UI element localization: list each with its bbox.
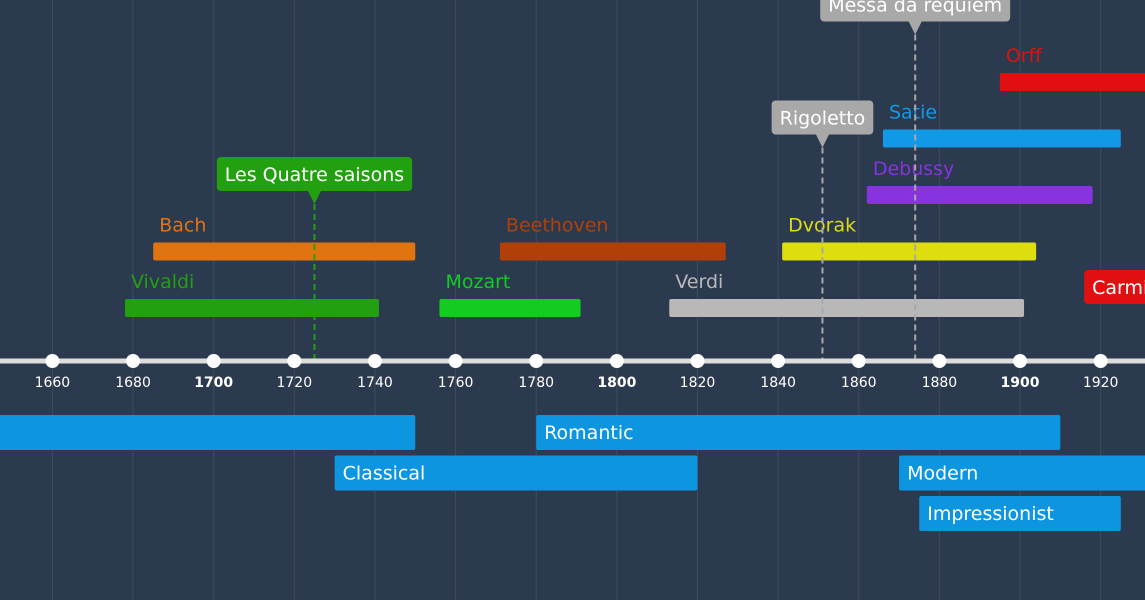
milestone-pointer [815, 133, 830, 148]
event-bar [866, 186, 1093, 204]
axis-tick [206, 354, 221, 368]
x-tick-label: 1860 [841, 375, 877, 391]
event-bar [669, 299, 1025, 317]
x-tick-label: 1720 [276, 375, 312, 391]
period-bar [334, 455, 698, 491]
axis-tick [529, 354, 544, 368]
period-bar [919, 496, 1121, 531]
x-tick-label: 1740 [357, 375, 393, 391]
milestone: Carmina Burana [1084, 270, 1145, 304]
period-label: Impressionist [927, 503, 1054, 525]
milestone-pointer [307, 190, 322, 204]
axis-tick [609, 354, 624, 368]
period-bar [536, 415, 1061, 450]
event-bar [153, 242, 416, 261]
milestone-box [771, 100, 874, 135]
x-tick-label: 1660 [35, 375, 71, 391]
event-bar [499, 242, 726, 261]
milestone-pointer [908, 20, 923, 35]
axis-tick [367, 354, 382, 368]
axis-tick [771, 354, 786, 368]
event-bar [439, 299, 581, 317]
milestone-box [1084, 270, 1145, 304]
event-label: Mozart [445, 271, 510, 293]
event-bar [124, 299, 379, 317]
axis-tick [126, 354, 141, 368]
axis-tick [448, 354, 463, 368]
milestone-box [216, 157, 413, 191]
x-tick-label: 1700 [194, 375, 233, 391]
event-label: Satie [889, 102, 937, 124]
event-label: Verdi [675, 271, 723, 293]
x-tick-label: 1760 [438, 375, 474, 391]
event-bar [782, 242, 1037, 261]
x-tick-label: 1880 [922, 375, 958, 391]
x-tick-label: 1780 [518, 375, 554, 391]
event-label: Debussy [873, 158, 954, 180]
milestone-label: Carmina Burana [1092, 277, 1145, 299]
marks-layer [124, 73, 1145, 317]
milestone-label: Rigoletto [780, 108, 866, 130]
axis-tick [690, 354, 705, 368]
event-label: Vivaldi [131, 271, 194, 293]
axis-tick [1093, 354, 1108, 368]
milestone-label: Messa da requiem [828, 0, 1002, 17]
event-bar [882, 129, 1121, 148]
x-tick-label: 1920 [1083, 375, 1119, 391]
milestone: Messa da requiem [820, 0, 1011, 361]
period-label: Classical [343, 463, 426, 485]
period-label: Modern [907, 463, 978, 485]
axis-tick [1013, 354, 1028, 368]
x-tick-label: 1820 [680, 375, 716, 391]
axis-tick [287, 354, 302, 368]
milestone-label: Les Quatre saisons [225, 164, 404, 186]
period-label: Romantic [544, 422, 633, 444]
axis-tick [851, 354, 866, 368]
event-label: Beethoven [506, 215, 609, 237]
axis-tick [45, 354, 60, 368]
period-bar [899, 455, 1145, 491]
x-tick-label: 1680 [115, 375, 151, 391]
x-tick-label: 1900 [1001, 375, 1040, 391]
event-label: Dvorak [788, 215, 856, 237]
milestone: Les Quatre saisons [216, 157, 413, 361]
period-bar [0, 415, 416, 450]
milestone-box [820, 0, 1011, 22]
event-bar [999, 73, 1145, 91]
x-tick-label: 1840 [760, 375, 796, 391]
milestone: Rigoletto [771, 100, 874, 361]
event-label: Bach [159, 215, 206, 237]
x-tick-label: 1800 [597, 375, 636, 391]
event-label: Orff [1006, 45, 1043, 67]
axis-tick [932, 354, 947, 368]
